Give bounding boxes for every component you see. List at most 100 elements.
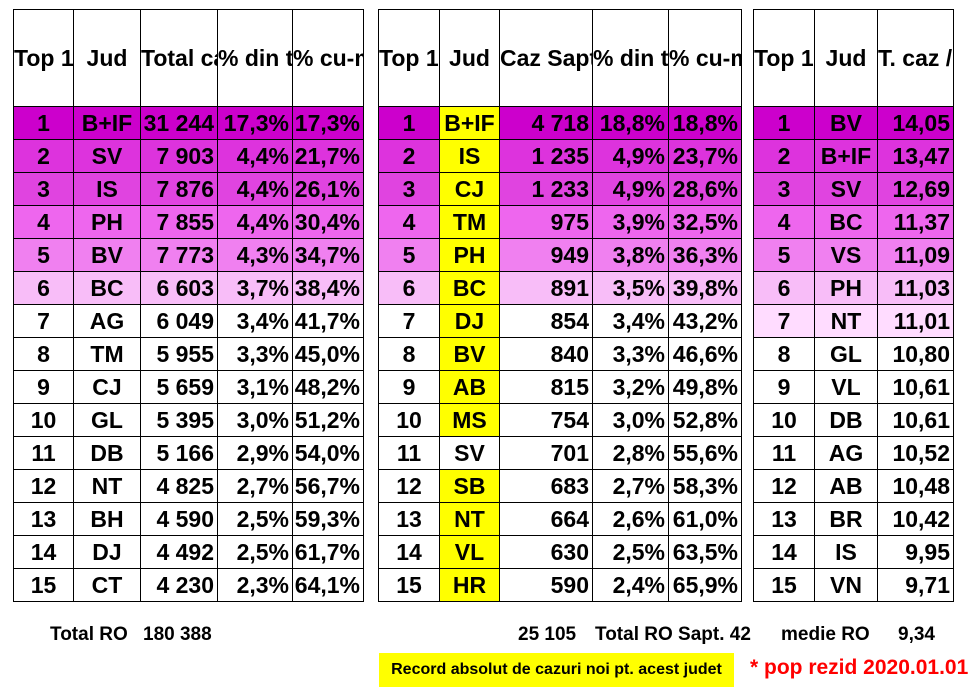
header-pct-cumulat: % cu-mulat [668,9,742,107]
table-cell: 4,9% [592,172,669,206]
table-total-cases: Top 15 Jud Total caz % din total % cu-mu… [13,9,364,602]
table-row: 4 TM 975 3,9% 32,5% [378,205,742,239]
table-cell: SV [73,139,141,173]
header-jud: Jud [73,9,141,107]
table-row: 13 BR 10,42 [753,502,954,536]
table-cell: BV [814,106,878,140]
table-header-row: Top 15 Jud Caz Sapt. 42 % din total % cu… [378,9,742,107]
table-cell: 13 [13,502,74,536]
table-cell: 4,3% [217,238,293,272]
table-cell: CJ [439,172,500,206]
table-cell: 7 876 [140,172,218,206]
table-cell: 4 718 [499,106,593,140]
table-cell: 28,6% [668,172,742,206]
table-cell: 3,3% [592,337,669,371]
table-cell: NT [73,469,141,503]
table-cell: GL [73,403,141,437]
table-cell: 4 825 [140,469,218,503]
table-row: 7 DJ 854 3,4% 43,2% [378,304,742,338]
table-cell: 52,8% [668,403,742,437]
table-cell: 1 233 [499,172,593,206]
table-cell: 48,2% [292,370,364,404]
table-cell: 3,8% [592,238,669,272]
table-cell: BC [439,271,500,305]
table-row: 1 BV 14,05 [753,106,954,140]
table-cell: 1 235 [499,139,593,173]
table-cell: 61,7% [292,535,364,569]
table-cell: 64,1% [292,568,364,602]
table-cell: 4,9% [592,139,669,173]
table-cell: 38,4% [292,271,364,305]
header-pct-cumulat: % cu-mulat [292,9,364,107]
table-cell: 3,0% [217,403,293,437]
table-cell: 12 [753,469,815,503]
table-cell: B+IF [73,106,141,140]
table-cell: SV [814,172,878,206]
table-cell: 58,3% [668,469,742,503]
table-row: 2 SV 7 903 4,4% 21,7% [13,139,364,173]
table-cell: 61,0% [668,502,742,536]
table-cell: 21,7% [292,139,364,173]
table-cell: 26,1% [292,172,364,206]
table-row: 2 IS 1 235 4,9% 23,7% [378,139,742,173]
table-row: 6 BC 891 3,5% 39,8% [378,271,742,305]
table-cell: AG [73,304,141,338]
table-cell: 4 [13,205,74,239]
table-cell: PH [439,238,500,272]
table-cell: 11,01 [877,304,954,338]
table-cell: 630 [499,535,593,569]
table-cell: 4 [378,205,440,239]
table-row: 1 B+IF 4 718 18,8% 18,8% [378,106,742,140]
table-cell: 4,4% [217,172,293,206]
table-cell: 1 [753,106,815,140]
table-cell: DJ [439,304,500,338]
table-cell: 7 903 [140,139,218,173]
table-row: 3 SV 12,69 [753,172,954,206]
table-row: 14 IS 9,95 [753,535,954,569]
table-cell: 891 [499,271,593,305]
header-top15: Top 15 [753,9,815,107]
table-cell: 9 [753,370,815,404]
table-cell: 59,3% [292,502,364,536]
total-ro-label: Total RO [50,624,128,645]
table-cell: PH [814,271,878,305]
table-cell: 2,9% [217,436,293,470]
table-cell: 7 773 [140,238,218,272]
table-cell: 11,09 [877,238,954,272]
table-row: 14 VL 630 2,5% 63,5% [378,535,742,569]
table-cell: 63,5% [668,535,742,569]
table-cell: 46,6% [668,337,742,371]
table-cell: 55,6% [668,436,742,470]
table-cell: 4 590 [140,502,218,536]
table-cell: 3,1% [217,370,293,404]
table-row: 12 AB 10,48 [753,469,954,503]
header-top15: Top 15 [378,9,440,107]
table-cell: 3,3% [217,337,293,371]
table-cell: 7 [13,304,74,338]
table-cell: BV [73,238,141,272]
table-cell: 664 [499,502,593,536]
table-cell: 2,7% [217,469,293,503]
table-cell: IS [814,535,878,569]
table-cell: 2,5% [592,535,669,569]
table-cell: 8 [378,337,440,371]
table-cell: 41,7% [292,304,364,338]
table-cell: 56,7% [292,469,364,503]
table-row: 1 B+IF 31 244 17,3% 17,3% [13,106,364,140]
table-cell: IS [439,139,500,173]
table-cell: 6 [13,271,74,305]
table-cell: B+IF [439,106,500,140]
table-row: 9 AB 815 3,2% 49,8% [378,370,742,404]
table-cell: 32,5% [668,205,742,239]
table-cell: 10,52 [877,436,954,470]
table-cell: 13 [753,502,815,536]
table-cell: CJ [73,370,141,404]
week42-total-label: Total RO Sapt. 42 [595,624,751,645]
table-cell: AB [814,469,878,503]
table-row: 10 GL 5 395 3,0% 51,2% [13,403,364,437]
table-row: 7 AG 6 049 3,4% 41,7% [13,304,364,338]
table-cell: 17,3% [292,106,364,140]
header-total-caz: Total caz [140,9,218,107]
table-cell: 3,4% [217,304,293,338]
table-cell: BC [814,205,878,239]
